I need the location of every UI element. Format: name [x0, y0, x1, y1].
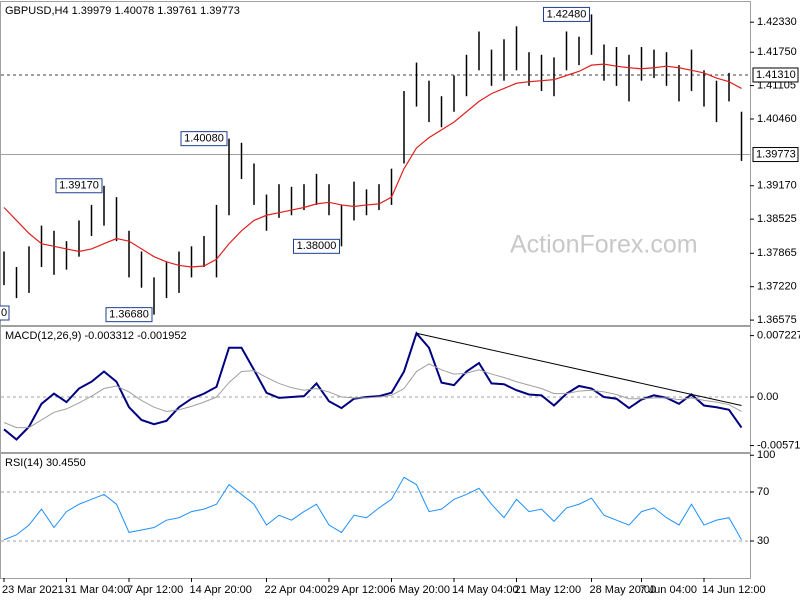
price-line-label: 1.39773	[756, 148, 796, 160]
x-tick-label: 14 May 04:00	[452, 584, 519, 596]
level-annotation-label: 1.39170	[59, 180, 99, 192]
indicator-line	[3, 476, 742, 541]
x-tick-label: 23 Mar 2021	[2, 584, 64, 596]
x-tick-label: 14 Jun 12:00	[702, 584, 766, 596]
y-tick-label: 0.00	[757, 391, 778, 403]
level-annotation-box	[105, 307, 153, 323]
y-tick-label: 1.38525	[757, 213, 797, 225]
y-tick-label: 1.41750	[757, 46, 797, 58]
price-panel	[0, 1, 751, 326]
y-tick-label: 1.36575	[757, 314, 797, 326]
indicator-line	[3, 363, 742, 429]
level-annotation-label: 1.40080	[184, 133, 224, 145]
level-annotation-box	[55, 178, 103, 194]
price-line-box	[752, 147, 799, 163]
x-tick-label: 28 May 20:00	[590, 584, 657, 596]
moving-average	[3, 63, 742, 268]
y-tick-label: 1.37865	[757, 247, 797, 259]
level-annotation-label: 1.38000	[297, 240, 337, 252]
x-tick-label: 14 Apr 20:00	[190, 584, 252, 596]
watermark: ActionForex.com	[510, 231, 698, 259]
cut-label-box	[0, 305, 10, 321]
level-annotation-box	[543, 6, 590, 22]
y-tick-label: 30	[757, 535, 769, 547]
y-tick-label: 1.42330	[757, 16, 797, 28]
level-annotation-box	[180, 131, 228, 147]
y-tick-label: 1.41105	[757, 80, 796, 92]
y-tick-label: 0.007227	[757, 330, 800, 342]
panel-title: GBPUSD,H4 1.39979 1.40078 1.39761 1.3977…	[5, 5, 240, 17]
y-tick-label: 1.37220	[757, 281, 797, 293]
level-annotation-label: 1.42480	[547, 8, 587, 20]
x-tick-label: 7 Apr 12:00	[127, 584, 183, 596]
rsi-panel	[0, 453, 751, 579]
y-tick-label: 1.39170	[757, 180, 797, 192]
price-line-label: 1.41310	[756, 69, 796, 81]
trendline	[416, 332, 742, 407]
level-annotation-box	[293, 238, 340, 254]
level-annotation-label: 1.36680	[109, 309, 149, 321]
y-tick-label: 100	[757, 449, 775, 461]
price-line-box	[752, 67, 799, 83]
panel-title: RSI(14) 30.4550	[5, 457, 86, 469]
x-tick-label: 6 May 20:00	[390, 584, 451, 596]
x-tick-label: 22 Apr 04:00	[265, 584, 327, 596]
y-tick-label: -0.005714	[757, 439, 800, 451]
y-tick-label: 1.40460	[757, 113, 797, 125]
indicator-line	[3, 331, 743, 441]
x-tick-label: 29 Apr 12:00	[327, 584, 389, 596]
y-tick-label: 70	[757, 486, 769, 498]
x-tick-label: 21 May 12:00	[515, 584, 582, 596]
cut-label: 0	[1, 307, 7, 319]
x-tick-label: 31 Mar 04:00	[65, 584, 130, 596]
macd-panel	[0, 326, 751, 453]
x-tick-label: 7 Jun 04:00	[640, 584, 698, 596]
panel-title: MACD(12,26,9) -0.003312 -0.001952	[5, 330, 187, 342]
